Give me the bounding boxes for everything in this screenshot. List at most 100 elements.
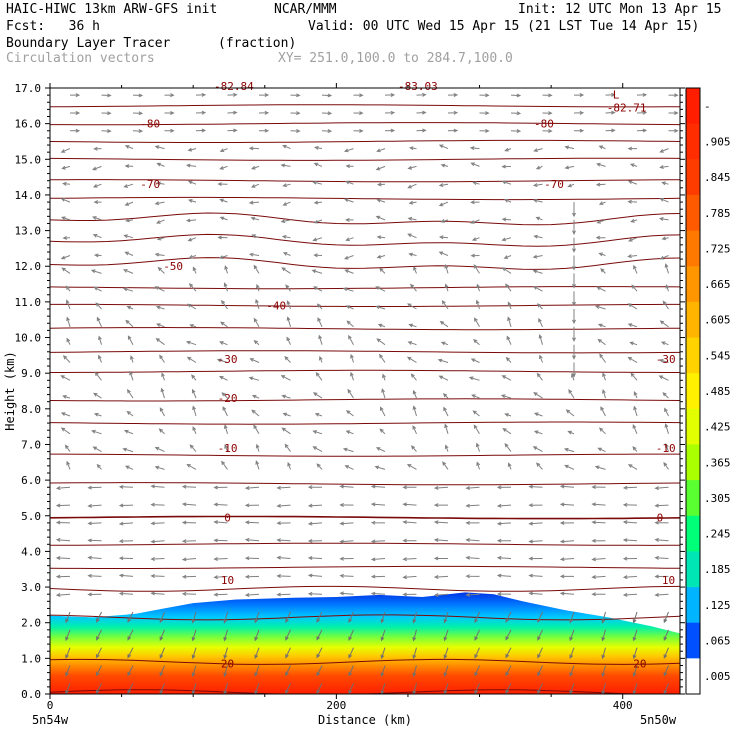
vector-arrow xyxy=(251,394,260,399)
vector-arrow xyxy=(568,389,575,399)
vector-arrow xyxy=(181,557,197,562)
vector-arrow xyxy=(90,269,102,274)
vector-arrow xyxy=(370,502,386,507)
vector-arrow xyxy=(101,93,112,98)
vector-arrow xyxy=(345,180,354,185)
vector-arrow xyxy=(438,183,449,187)
vector-arrow xyxy=(87,503,102,508)
vector-arrow xyxy=(316,463,323,470)
vector-arrow xyxy=(572,237,576,253)
vector-arrow xyxy=(501,267,512,274)
vector-arrow xyxy=(87,538,102,543)
vector-arrow xyxy=(412,647,417,660)
vector-arrow xyxy=(101,129,112,133)
vector-arrow xyxy=(156,323,165,328)
vector-arrow xyxy=(118,539,134,544)
vector-arrow xyxy=(132,93,144,98)
colorbar-swatch xyxy=(686,551,700,588)
contour-line xyxy=(50,196,680,201)
vector-arrow xyxy=(633,391,638,399)
vector-arrow xyxy=(528,539,543,544)
vector-arrow xyxy=(150,574,165,579)
vector-arrow xyxy=(384,92,396,97)
vector-arrow xyxy=(248,146,260,151)
vector-arrow xyxy=(598,427,606,435)
vector-arrow xyxy=(636,110,648,115)
vector-arrow xyxy=(433,485,449,490)
vector-arrow xyxy=(500,394,512,399)
vector-arrow xyxy=(130,355,134,363)
vector-arrow xyxy=(627,356,638,363)
vector-arrow xyxy=(664,263,669,274)
vector-arrow xyxy=(342,447,354,453)
contour-line xyxy=(50,369,680,373)
vector-arrow xyxy=(281,427,291,435)
vector-arrow xyxy=(662,392,669,399)
vector-arrow xyxy=(632,424,638,434)
vector-arrow xyxy=(532,446,543,453)
vector-arrow xyxy=(591,502,606,507)
vector-arrow xyxy=(124,164,134,169)
vector-arrow xyxy=(479,128,490,133)
vector-arrow xyxy=(290,111,301,116)
y-tick-label: 10.0 xyxy=(15,332,42,345)
vector-arrow xyxy=(370,539,386,544)
vector-arrow xyxy=(284,443,291,452)
vector-arrow xyxy=(64,444,71,452)
vector-arrow xyxy=(632,611,638,624)
vector-arrow xyxy=(591,485,606,490)
vector-arrow xyxy=(96,683,102,694)
vector-arrow xyxy=(506,335,512,345)
corner-left-label: 5n54w xyxy=(32,713,69,727)
vector-arrow xyxy=(285,683,291,694)
vector-arrow xyxy=(187,199,197,203)
vector-arrow xyxy=(510,93,522,98)
colorbar-label: .065 xyxy=(704,635,731,648)
vector-arrow xyxy=(507,462,512,470)
vector-arrow xyxy=(532,254,543,259)
vector-arrow xyxy=(223,647,228,660)
vector-arrow xyxy=(470,253,480,258)
vector-arrow xyxy=(221,460,228,470)
vector-arrow xyxy=(118,591,134,596)
vector-arrow xyxy=(474,683,480,694)
vector-arrow xyxy=(654,555,669,560)
vector-arrow xyxy=(249,358,260,363)
vector-arrow xyxy=(287,461,291,470)
contour-label: 20 xyxy=(633,658,646,671)
vector-arrow xyxy=(663,461,669,470)
vector-arrow xyxy=(191,647,197,660)
vector-arrow xyxy=(658,217,669,221)
colorbar-swatch xyxy=(686,373,700,410)
colorbar-swatch xyxy=(686,230,700,267)
y-tick-label: 9.0 xyxy=(21,367,41,380)
vector-arrow xyxy=(410,283,417,292)
vector-arrow xyxy=(664,443,669,452)
vector-arrow xyxy=(407,216,417,221)
vector-arrow xyxy=(150,484,165,489)
vector-arrow xyxy=(504,442,512,452)
vector-arrow xyxy=(127,611,134,623)
vector-arrow xyxy=(630,372,638,381)
vector-arrow xyxy=(258,93,270,98)
vector-arrow xyxy=(93,200,102,205)
vector-arrow xyxy=(195,128,207,133)
contour-line xyxy=(50,157,680,161)
y-tick-label: 0.0 xyxy=(21,688,41,701)
vector-arrow xyxy=(276,555,291,560)
vector-arrow xyxy=(344,465,354,470)
vector-arrow xyxy=(370,574,386,579)
vector-arrow xyxy=(312,237,323,242)
vector-arrow xyxy=(501,237,512,242)
vector-arrow xyxy=(216,358,228,363)
vector-arrow xyxy=(661,236,669,241)
vector-arrow xyxy=(223,611,228,624)
vector-arrow xyxy=(150,556,165,561)
vector-arrow xyxy=(496,521,512,526)
vector-arrow xyxy=(345,305,354,310)
vector-arrow xyxy=(559,521,575,525)
colorbar-swatch xyxy=(686,337,700,374)
vector-arrow xyxy=(276,574,291,579)
vector-arrow xyxy=(282,144,291,150)
vector-arrow xyxy=(253,424,260,435)
